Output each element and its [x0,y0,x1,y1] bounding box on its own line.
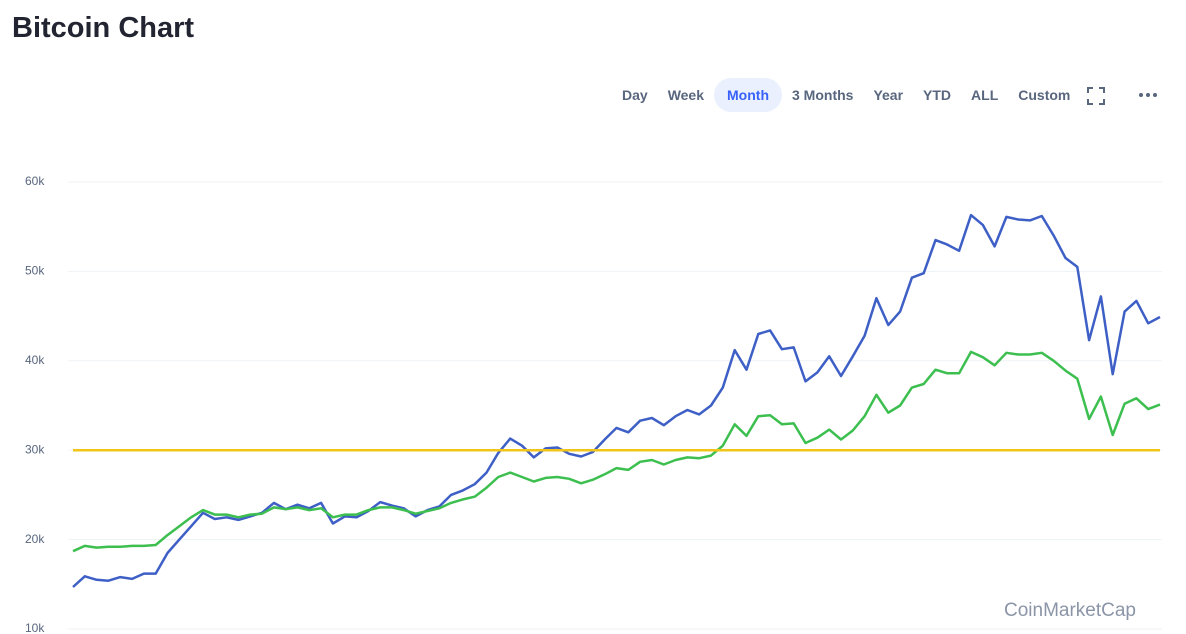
range-button[interactable]: Week [658,78,714,112]
page-title: Bitcoin Chart [12,12,195,44]
range-button[interactable]: ALL [961,78,1008,112]
range-button[interactable]: Month [714,78,782,112]
price-line [72,350,1161,553]
y-tick-label: 30k [25,442,45,456]
y-tick-label: 40k [25,353,45,367]
more-icon[interactable] [1138,90,1160,100]
range-button[interactable]: 3 Months [782,78,863,112]
y-tick-label: 60k [25,174,45,188]
range-button[interactable]: Year [863,78,913,112]
range-button[interactable]: Day [612,78,658,112]
range-toolbar: Day Week Month 3 Months Year YTD ALL Custom [612,78,1080,112]
y-tick-label: 10k [25,621,45,634]
range-button[interactable]: YTD [913,78,961,112]
watermark: CoinMarketCap [1004,600,1136,621]
price-line [72,213,1161,588]
range-button[interactable]: Custom [1008,78,1080,112]
fullscreen-icon[interactable] [1087,87,1105,105]
y-tick-label: 50k [25,264,45,278]
y-tick-label: 20k [25,532,45,546]
